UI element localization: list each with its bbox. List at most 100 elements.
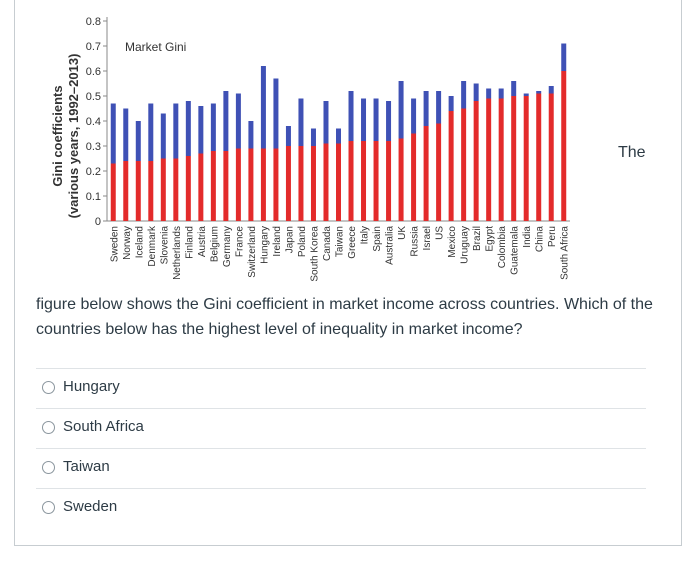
option-label[interactable]: Taiwan <box>63 458 110 475</box>
market-gini-annotation: Market Gini <box>125 40 186 54</box>
bar-upper-austria <box>198 106 204 154</box>
bar-upper-finland <box>185 101 191 156</box>
radio-button[interactable] <box>42 501 55 514</box>
x-tick-label-sweden: Sweden <box>109 226 120 262</box>
bar-upper-belgium <box>210 103 216 151</box>
x-tick-label-ireland: Ireland <box>272 226 283 257</box>
x-tick-label-taiwan: Taiwan <box>335 226 346 257</box>
bar-upper-canada <box>323 101 329 144</box>
x-tick-label-switzerland: Switzerland <box>247 226 258 278</box>
x-tick-label-peru: Peru <box>547 226 558 247</box>
y-tick-label: 0.6 <box>86 66 101 78</box>
bar-upper-netherlands <box>173 103 179 159</box>
x-tick-label-spain: Spain <box>372 226 383 252</box>
y-tick-label: 0 <box>95 216 101 228</box>
bar-upper-china <box>536 91 542 94</box>
bar-lower-denmark <box>148 161 154 221</box>
x-tick-label-poland: Poland <box>297 226 308 257</box>
bar-lower-spain <box>373 141 379 221</box>
bar-upper-egypt <box>486 88 492 99</box>
bar-upper-peru <box>548 86 554 94</box>
bar-lower-peru <box>548 93 554 221</box>
bar-lower-taiwan <box>336 143 341 221</box>
bar-lower-russia <box>411 133 417 221</box>
option-label[interactable]: South Africa <box>63 418 144 435</box>
bars-group <box>110 43 567 221</box>
bar-upper-ireland <box>273 78 279 149</box>
bar-upper-india <box>523 93 529 96</box>
bar-upper-taiwan <box>336 128 341 144</box>
bar-upper-switzerland <box>248 121 254 149</box>
bar-upper-italy <box>361 98 367 141</box>
bar-lower-egypt <box>486 98 492 221</box>
option-hungary[interactable]: Hungary <box>36 368 646 406</box>
option-sweden[interactable]: Sweden <box>36 488 646 526</box>
bar-lower-israel <box>423 126 429 221</box>
bar-lower-france <box>235 148 241 221</box>
x-tick-label-iceland: Iceland <box>134 226 145 258</box>
y-tick-label: 0.2 <box>86 166 101 178</box>
x-tick-label-austria: Austria <box>197 226 208 258</box>
bar-lower-colombia <box>498 98 504 221</box>
x-tick-label-uruguay: Uruguay <box>460 226 471 264</box>
option-taiwan[interactable]: Taiwan <box>36 448 646 486</box>
option-label[interactable]: Hungary <box>63 378 120 395</box>
bar-lower-uruguay <box>461 108 467 221</box>
bar-upper-norway <box>123 108 129 161</box>
x-tick-label-slovenia: Slovenia <box>159 226 170 265</box>
bar-lower-italy <box>361 141 367 221</box>
bar-lower-austria <box>198 153 204 221</box>
bar-lower-hungary <box>260 148 266 221</box>
bar-upper-brazil <box>473 83 479 101</box>
radio-button[interactable] <box>42 381 55 394</box>
bar-upper-guatemala <box>511 81 517 96</box>
bar-lower-australia <box>386 141 392 221</box>
x-tick-label-finland: Finland <box>184 226 195 259</box>
bar-lower-finland <box>185 156 191 221</box>
y-axis-label: Gini coefficients <box>50 85 65 186</box>
y-axis-sublabel: (various years, 1992–2013) <box>66 54 81 219</box>
bar-upper-japan <box>285 126 291 146</box>
bar-upper-south-korea <box>310 128 316 146</box>
y-tick-label: 0.7 <box>86 41 101 53</box>
bar-lower-belgium <box>210 151 216 221</box>
bar-lower-germany <box>223 151 229 221</box>
bar-lower-norway <box>123 161 129 221</box>
bar-lower-japan <box>285 146 291 221</box>
bar-upper-mexico <box>448 96 454 111</box>
bar-upper-south-africa <box>561 43 567 71</box>
bar-lower-south-korea <box>310 146 316 221</box>
option-label[interactable]: Sweden <box>63 498 118 515</box>
bar-upper-hungary <box>260 66 266 149</box>
bar-lower-netherlands <box>173 158 179 221</box>
x-tick-label-south-africa: South Africa <box>560 226 571 280</box>
option-south-africa[interactable]: South Africa <box>36 408 646 446</box>
bar-lower-canada <box>323 143 329 221</box>
bar-upper-spain <box>373 98 379 141</box>
bar-upper-russia <box>411 98 417 134</box>
x-tick-label-canada: Canada <box>322 226 333 261</box>
x-tick-label-russia: Russia <box>410 226 421 257</box>
x-tick-label-japan: Japan <box>284 226 295 253</box>
radio-button[interactable] <box>42 421 55 434</box>
bar-lower-mexico <box>448 111 454 221</box>
question-card <box>14 0 682 546</box>
bar-lower-uk <box>398 138 404 221</box>
bar-lower-brazil <box>473 101 479 221</box>
x-tick-label-hungary: Hungary <box>259 226 270 264</box>
y-tick-label: 0.4 <box>86 116 101 128</box>
bar-lower-south-africa <box>561 71 567 221</box>
x-tick-label-india: India <box>522 226 533 248</box>
x-tick-label-china: China <box>535 226 546 253</box>
bar-upper-us <box>436 91 442 124</box>
x-tick-label-guatemala: Guatemala <box>510 226 521 275</box>
y-tick-label: 0.8 <box>86 16 101 28</box>
y-tick-label: 0.3 <box>86 141 101 153</box>
bar-upper-colombia <box>498 88 504 99</box>
bar-upper-france <box>235 93 241 149</box>
radio-button[interactable] <box>42 461 55 474</box>
x-tick-label-netherlands: Netherlands <box>172 226 183 280</box>
x-tick-label-germany: Germany <box>222 226 233 267</box>
bar-lower-poland <box>298 146 304 221</box>
bar-upper-australia <box>386 101 392 141</box>
